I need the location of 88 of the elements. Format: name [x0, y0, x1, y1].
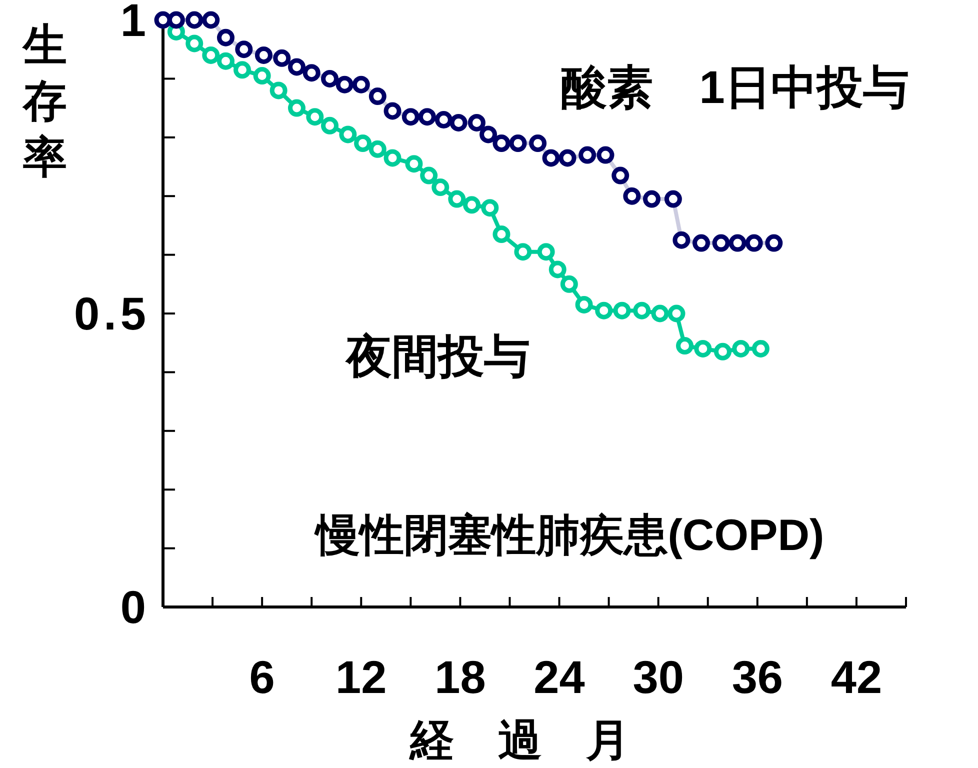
point [668, 304, 686, 322]
x-tick-label: 30 [632, 651, 684, 703]
point [254, 46, 272, 64]
point [450, 114, 468, 132]
point [537, 243, 555, 261]
point [642, 190, 660, 208]
point [558, 149, 576, 167]
point [234, 61, 252, 79]
point [354, 134, 372, 152]
point [368, 140, 386, 158]
point [202, 11, 220, 29]
point [418, 108, 436, 126]
point [384, 102, 402, 120]
point [480, 126, 498, 144]
point [633, 302, 651, 320]
point [432, 178, 450, 196]
point [596, 146, 614, 164]
point [529, 134, 547, 152]
point [339, 126, 357, 144]
point [492, 134, 510, 152]
point [302, 64, 320, 82]
point [595, 302, 613, 320]
point [288, 58, 306, 76]
point [714, 342, 732, 360]
point [651, 304, 669, 322]
point [676, 337, 694, 355]
point [186, 11, 204, 29]
x-tick-label: 24 [534, 651, 586, 703]
point [578, 146, 596, 164]
point [336, 76, 354, 94]
point [154, 11, 172, 29]
point [765, 234, 783, 252]
point [270, 82, 288, 100]
point [481, 199, 499, 217]
point [542, 149, 560, 167]
point [434, 111, 452, 129]
x-tick-label: 42 [830, 651, 882, 703]
point [235, 40, 253, 58]
x-tick-label: 6 [249, 651, 275, 703]
point [288, 99, 306, 117]
series-label: 夜間投与 [344, 330, 530, 382]
x-tick-label: 36 [732, 651, 783, 703]
point [672, 231, 690, 249]
y-tick-label: 1 [120, 0, 150, 46]
point [732, 340, 750, 358]
point [623, 187, 641, 205]
point [405, 155, 423, 173]
point [368, 88, 386, 106]
point [575, 296, 593, 314]
point [664, 190, 682, 208]
point [728, 234, 746, 252]
series-label: 酸素 1日中投与 [561, 61, 909, 113]
point [321, 70, 339, 88]
point [612, 166, 630, 184]
point [420, 166, 438, 184]
x-tick-label: 18 [434, 651, 486, 703]
point [216, 52, 234, 70]
point [167, 11, 185, 29]
point [253, 67, 271, 85]
y-tick-label: 0 [120, 581, 150, 633]
point [216, 28, 234, 46]
point [273, 49, 291, 67]
point [384, 149, 402, 167]
y-axis-title: 生存率 [21, 21, 67, 182]
point [352, 76, 370, 94]
point [712, 234, 730, 252]
point [468, 114, 486, 132]
point [321, 116, 339, 134]
point [560, 275, 578, 293]
point [692, 234, 710, 252]
point [186, 34, 204, 52]
x-tick-label: 12 [336, 651, 387, 703]
point [548, 260, 566, 278]
point [492, 226, 510, 244]
point [202, 46, 220, 64]
point [448, 190, 466, 208]
point [402, 108, 420, 126]
point [752, 340, 770, 358]
y-tick-label: 0.5 [74, 288, 150, 340]
x-axis-title: 経 過 月 [408, 716, 630, 765]
point [509, 134, 527, 152]
point [306, 108, 324, 126]
point [463, 196, 481, 214]
point [514, 243, 532, 261]
point [694, 340, 712, 358]
text: 慢性閉塞性肺疾患(COPD) [314, 511, 824, 560]
point [745, 234, 763, 252]
point [613, 302, 631, 320]
